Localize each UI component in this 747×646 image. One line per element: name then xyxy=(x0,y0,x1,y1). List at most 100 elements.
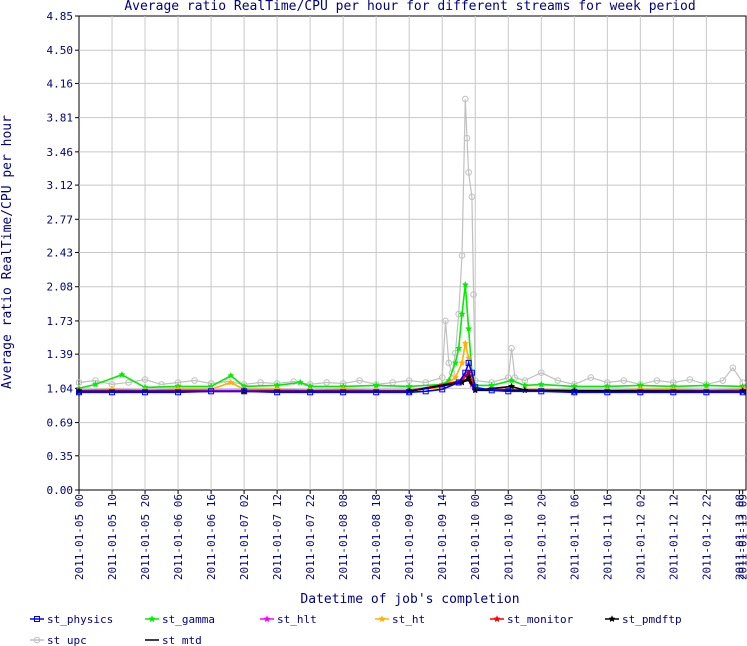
y-tick-label: 2.77 xyxy=(47,213,74,226)
data-point-st_physics xyxy=(208,388,215,395)
legend-label: st_hlt xyxy=(277,613,317,626)
data-point-st_upc xyxy=(442,317,449,325)
legend: st_physics st_gamma st_hlt st_ht st_monitor s… xyxy=(30,613,682,646)
x-axis-ticks: 2011-01-05 00 2011-01-05 10 2011-01-05 20 2… xyxy=(73,490,747,580)
y-tick-label: 3.81 xyxy=(47,112,74,125)
legend-swatch-marker xyxy=(608,615,616,623)
data-point-st_upc xyxy=(537,369,545,377)
legend-item-st_mtd: st_mtd xyxy=(145,634,202,646)
data-point-st_gamma xyxy=(458,310,466,318)
data-point-st_upc xyxy=(554,377,562,384)
x-tick-label: 2011-01-12 22 xyxy=(700,494,713,580)
data-point-st_gamma xyxy=(296,378,304,386)
data-point-st_physics xyxy=(373,389,380,396)
data-point-st_physics xyxy=(462,369,469,376)
legend-item-st_upc: st_upc xyxy=(30,634,87,646)
y-tick-label: 1.39 xyxy=(47,348,74,361)
data-point-st_physics xyxy=(739,389,746,396)
legend-item-st_pmdftp: st_pmdftp xyxy=(605,613,682,626)
data-point-st_gamma xyxy=(91,380,100,388)
data-point-st_upc xyxy=(468,193,476,201)
data-point-st_physics xyxy=(468,369,475,376)
legend-swatch-marker xyxy=(378,615,386,623)
data-point-st_physics xyxy=(274,389,281,396)
data-point-st_physics xyxy=(142,389,149,396)
data-point-st_physics xyxy=(465,359,472,366)
data-point-st_upc xyxy=(125,379,132,386)
data-point-st_physics xyxy=(175,389,182,396)
x-axis-label: Datetime of job's completion xyxy=(300,592,519,607)
data-point-st_upc xyxy=(323,379,330,386)
legend-item-st_ht: st_ht xyxy=(375,613,425,626)
data-point-st_upc xyxy=(686,376,694,383)
data-point-st_physics xyxy=(439,386,446,393)
x-tick-label: 2011-01-06 06 xyxy=(172,494,185,580)
legend-item-st_physics: st_physics xyxy=(30,613,113,626)
data-point-st_gamma xyxy=(118,370,126,378)
x-tick-label: 2011-01-05 10 xyxy=(106,494,119,580)
legend-label: st_gamma xyxy=(162,613,215,626)
x-tick-label: 2011-01-09 14 xyxy=(436,494,449,580)
data-point-st_upc xyxy=(511,374,519,381)
data-point-st_upc xyxy=(438,374,446,381)
data-point-st_gamma xyxy=(507,376,516,384)
chart-title: Average ratio RealTime/CPU per hour for … xyxy=(124,0,695,14)
x-tick-label: 2011-01-07 02 xyxy=(238,494,251,580)
data-point-st_physics xyxy=(241,388,248,395)
legend-label: st_upc xyxy=(47,634,87,646)
x-tick-label: 2011-01-10 20 xyxy=(535,494,548,580)
data-point-st_physics xyxy=(406,389,413,396)
series-st_physics xyxy=(76,359,746,396)
data-point-st_upc xyxy=(458,252,466,259)
data-point-st_physics xyxy=(422,388,429,395)
y-tick-label: 1.04 xyxy=(47,382,74,395)
data-point-st_physics xyxy=(637,389,644,396)
x-tick-label: 2011-01-10 00 xyxy=(469,494,482,580)
x-tick-label: 2011-01-07 22 xyxy=(304,494,317,580)
data-point-st_upc xyxy=(504,374,512,381)
x-tick-label: 2011-01-12 12 xyxy=(667,494,680,580)
data-point-st_gamma xyxy=(461,280,470,288)
data-point-st_upc xyxy=(141,376,149,383)
data-point-st_pmdftp xyxy=(464,373,473,381)
data-point-st_upc xyxy=(191,377,198,384)
data-point-st_pmdftp xyxy=(507,382,516,390)
data-point-st_physics xyxy=(488,387,495,394)
x-tick-label: 2011-01-10 10 xyxy=(502,494,515,580)
x-tick-label: 2011-01-08 18 xyxy=(370,494,383,580)
grid-lines xyxy=(79,16,746,490)
data-point-st_ht xyxy=(461,339,470,347)
data-point-st_upc xyxy=(587,374,595,381)
data-point-st_upc xyxy=(719,377,727,384)
legend-swatch-marker xyxy=(148,615,156,623)
x-tick-label: 2011-01-11 06 xyxy=(568,494,581,580)
data-point-st_gamma xyxy=(451,359,460,367)
y-tick-label: 2.43 xyxy=(47,247,74,260)
x-tick-label: 2011-01-05 20 xyxy=(139,494,152,580)
data-point-st_physics xyxy=(472,384,479,391)
x-tick-label: 2011-01-11 16 xyxy=(601,494,614,580)
data-point-st_physics xyxy=(538,388,545,395)
y-tick-label: 0.69 xyxy=(47,417,74,430)
y-axis-ticks: 0.00 0.35 0.69 1.04 1.39 1.73 2.08 2.43 2.77 3.12… xyxy=(47,10,79,497)
data-point-st_physics xyxy=(703,389,710,396)
data-point-st_upc xyxy=(356,377,363,384)
data-point-st_physics xyxy=(670,389,677,396)
y-tick-label: 1.73 xyxy=(47,315,74,328)
data-point-st_physics xyxy=(505,388,512,395)
data-point-st_upc xyxy=(462,95,469,103)
data-point-st_ht xyxy=(451,373,460,381)
data-point-st_upc xyxy=(465,169,472,176)
legend-item-st_gamma: st_gamma xyxy=(145,613,215,626)
x-tick-label: 2011-01-08 08 xyxy=(337,494,350,580)
legend-label: st_pmdftp xyxy=(622,613,682,626)
data-point-st_physics xyxy=(604,389,611,396)
y-axis-label: Average ratio RealTime/CPU per hour xyxy=(0,115,15,389)
data-point-st_physics xyxy=(455,379,462,386)
data-point-st_upc xyxy=(729,364,737,372)
data-point-st_upc xyxy=(620,377,628,384)
data-point-st_gamma xyxy=(464,324,473,332)
y-tick-label: 4.85 xyxy=(47,10,74,23)
y-tick-label: 4.50 xyxy=(47,44,74,57)
y-tick-label: 4.16 xyxy=(47,77,74,90)
